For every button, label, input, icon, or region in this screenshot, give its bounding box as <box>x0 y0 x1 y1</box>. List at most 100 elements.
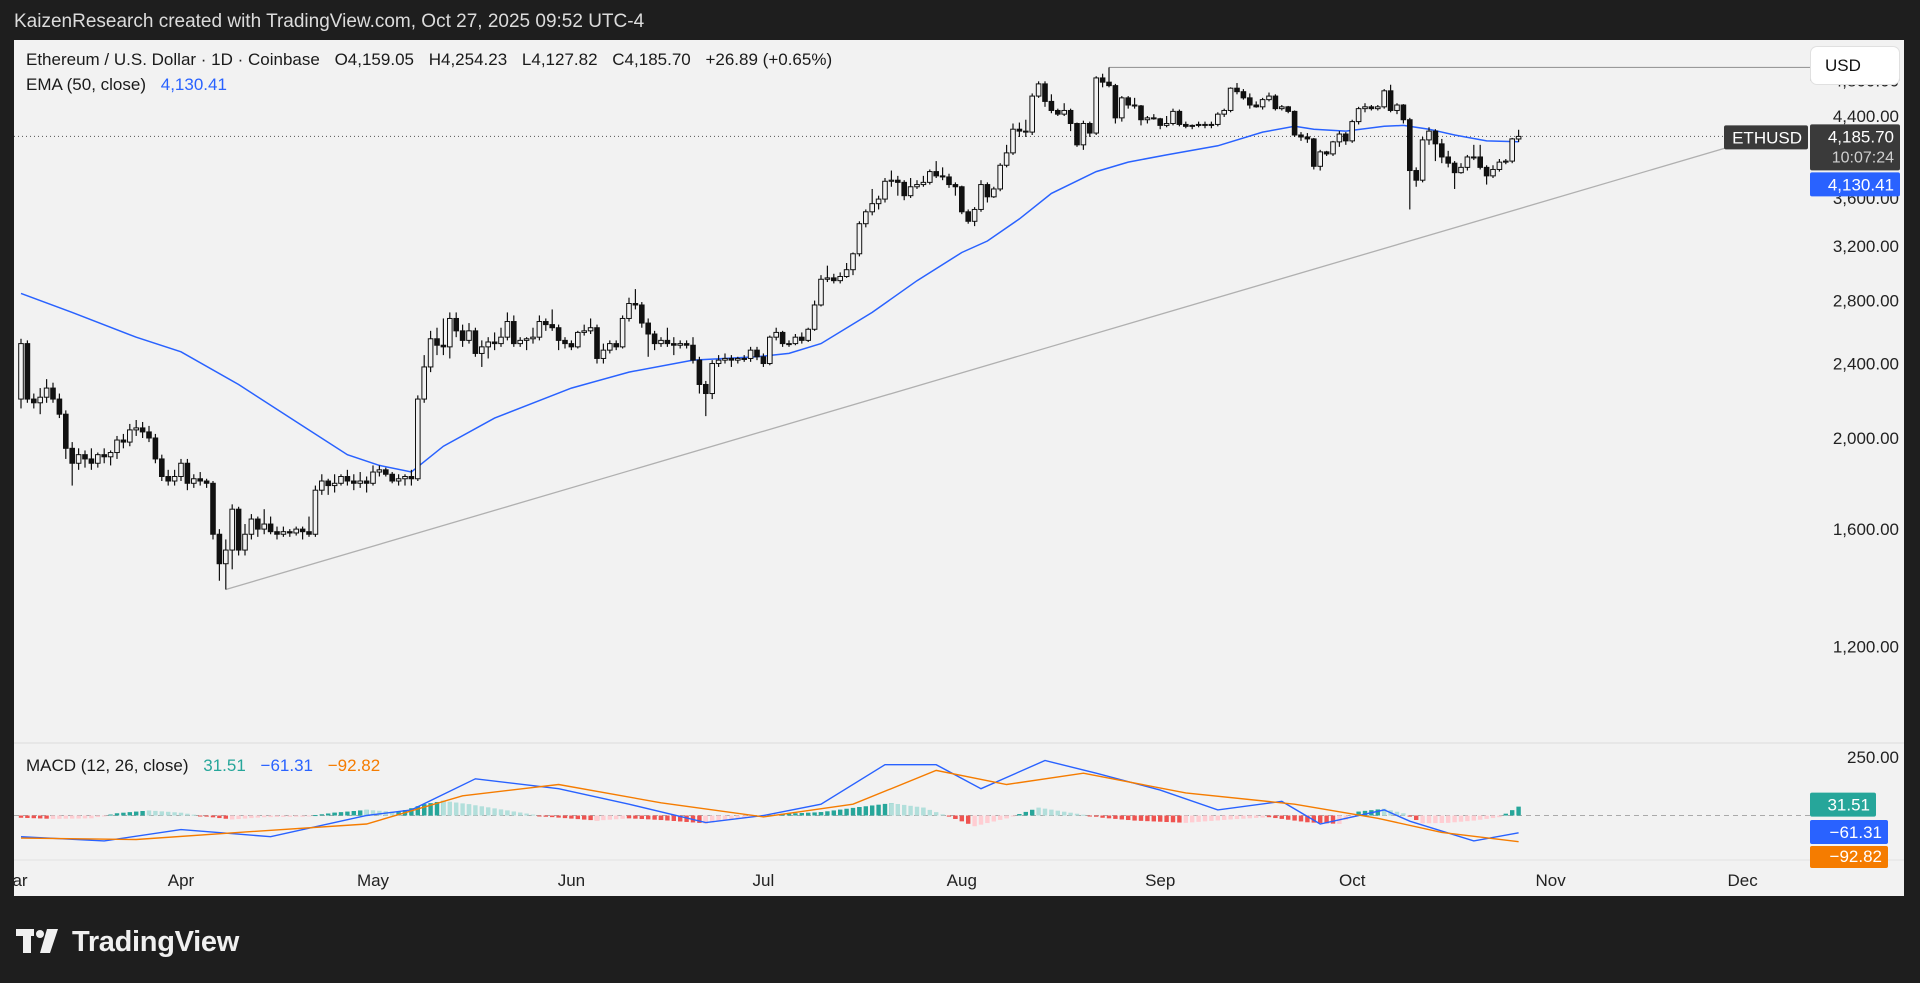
candle-body <box>370 471 376 484</box>
macd-hist-bar <box>1362 810 1368 816</box>
candle-body <box>1477 156 1484 168</box>
macd-hist-bar <box>1273 815 1278 819</box>
macd-hist-bar <box>1170 815 1176 823</box>
candle-body <box>1227 87 1234 111</box>
macd-hist-bar <box>114 813 120 816</box>
candle-body <box>43 387 50 398</box>
macd-hist-bar <box>940 814 945 816</box>
macd-hist-bar <box>473 805 478 816</box>
macd-hist-bar <box>1081 814 1086 816</box>
macd-hist-bar <box>351 811 356 816</box>
candles-group <box>18 67 1522 590</box>
candle-body <box>1099 77 1106 83</box>
macd-hist-bar <box>172 812 177 816</box>
macd-hist-bar <box>1286 815 1291 820</box>
candle-body <box>1151 117 1157 120</box>
candle-body <box>31 398 37 404</box>
macd-hist-bar <box>1234 815 1240 820</box>
candle-body <box>530 336 536 340</box>
brand-name: TradingView <box>72 925 239 958</box>
ema-price-label: 4,130.41 <box>1810 172 1900 197</box>
ema-legend[interactable]: EMA (50, close) 4,130.41 <box>26 75 227 95</box>
current-price-label: 4,185.70 10:07:24 <box>1810 124 1900 171</box>
macd-hist-bar <box>1247 815 1252 819</box>
candle-body <box>639 304 645 324</box>
macd-hist-bar <box>588 815 593 821</box>
macd-hist-bar <box>1222 815 1227 820</box>
candle-body <box>1080 122 1087 146</box>
macd-hist-bar <box>1183 815 1188 823</box>
macd-line <box>20 759 1519 842</box>
macd-hist-bar <box>633 815 638 819</box>
currency-button[interactable]: USD <box>1811 47 1899 84</box>
macd-hist-bar <box>614 815 619 820</box>
candle-body <box>127 429 133 443</box>
candle-body <box>1202 123 1208 126</box>
macd-legend[interactable]: MACD (12, 26, close) 31.51 −61.31 −92.82 <box>26 756 380 776</box>
candle-body <box>248 518 255 535</box>
candle-body <box>1317 151 1324 167</box>
time-axis-label: Jul <box>753 871 775 890</box>
symbol-title: Ethereum / U.S. Dollar · 1D · Coinbase <box>26 50 320 69</box>
macd-line-label-text: −61.31 <box>1830 823 1882 842</box>
candle-body <box>850 253 856 271</box>
macd-hist-bar <box>678 815 683 822</box>
candle-body <box>1439 143 1445 158</box>
candle-body <box>312 489 319 535</box>
macd-hist-bar <box>236 815 241 820</box>
footer-brand[interactable]: TradingView <box>16 922 239 962</box>
candle-body <box>1125 97 1132 106</box>
macd-hist-bar <box>466 804 472 816</box>
candle-body <box>1464 156 1471 168</box>
candle-body <box>831 277 837 282</box>
candle-body <box>1042 83 1048 102</box>
macd-hist-bar <box>1452 815 1457 823</box>
macd-hist-bar <box>1350 815 1355 817</box>
candle-body <box>658 339 664 345</box>
price-tick-label: 4,400.00 <box>1833 107 1899 126</box>
candle-body <box>293 528 299 534</box>
candle-body <box>600 349 607 359</box>
macd-hist-bar <box>31 815 36 819</box>
candle-body <box>888 179 895 182</box>
symbol-legend[interactable]: Ethereum / U.S. Dollar · 1D · Coinbase O… <box>26 50 832 70</box>
macd-hist-bar <box>1055 810 1060 816</box>
candle-body <box>37 396 43 404</box>
candle-body <box>1157 118 1164 126</box>
macd-hist-bar <box>428 803 433 816</box>
time-axis-label: Sep <box>1145 871 1175 890</box>
candle-body <box>895 179 901 183</box>
candle-body <box>50 387 56 400</box>
candle-body <box>95 454 101 464</box>
candle-body <box>722 357 728 361</box>
legend-high: H4,254.23 <box>428 50 508 69</box>
macd-hist-bar <box>735 815 740 819</box>
macd-hist-bar <box>140 811 145 816</box>
candle-body <box>978 184 984 210</box>
macd-hist-bar <box>1126 815 1131 821</box>
ema-price-label-bg <box>1810 172 1900 197</box>
macd-hist-bar <box>306 815 312 817</box>
macd-hist-bar <box>1279 815 1284 819</box>
candle-body <box>760 356 767 365</box>
ema-line <box>20 124 1519 473</box>
macd-hist-bar <box>569 815 574 819</box>
macd-hist-bar <box>332 812 337 816</box>
macd-line-value: −61.31 <box>260 756 313 775</box>
macd-hist-bar <box>934 812 939 816</box>
candle-body <box>1195 123 1202 126</box>
macd-hist-bar <box>1471 815 1476 821</box>
price-tick-label: 1,600.00 <box>1833 520 1899 539</box>
chart-canvas[interactable]: 1,200.00 1,600.00 2,000.00 2,400.00 2,800.00… <box>14 40 1904 896</box>
candle-body <box>1067 109 1074 124</box>
candle-body <box>146 431 152 439</box>
candle-body <box>491 341 498 345</box>
candle-body <box>1407 119 1413 172</box>
candle-body <box>1362 106 1368 110</box>
candle-body <box>1490 168 1496 177</box>
candle-body <box>1087 122 1093 134</box>
chart-panel[interactable]: 1,200.00 1,600.00 2,000.00 2,400.00 2,800.00… <box>14 40 1904 896</box>
candle-body <box>1503 160 1509 163</box>
macd-hist-bar <box>1305 815 1310 823</box>
candle-body <box>1259 99 1266 108</box>
